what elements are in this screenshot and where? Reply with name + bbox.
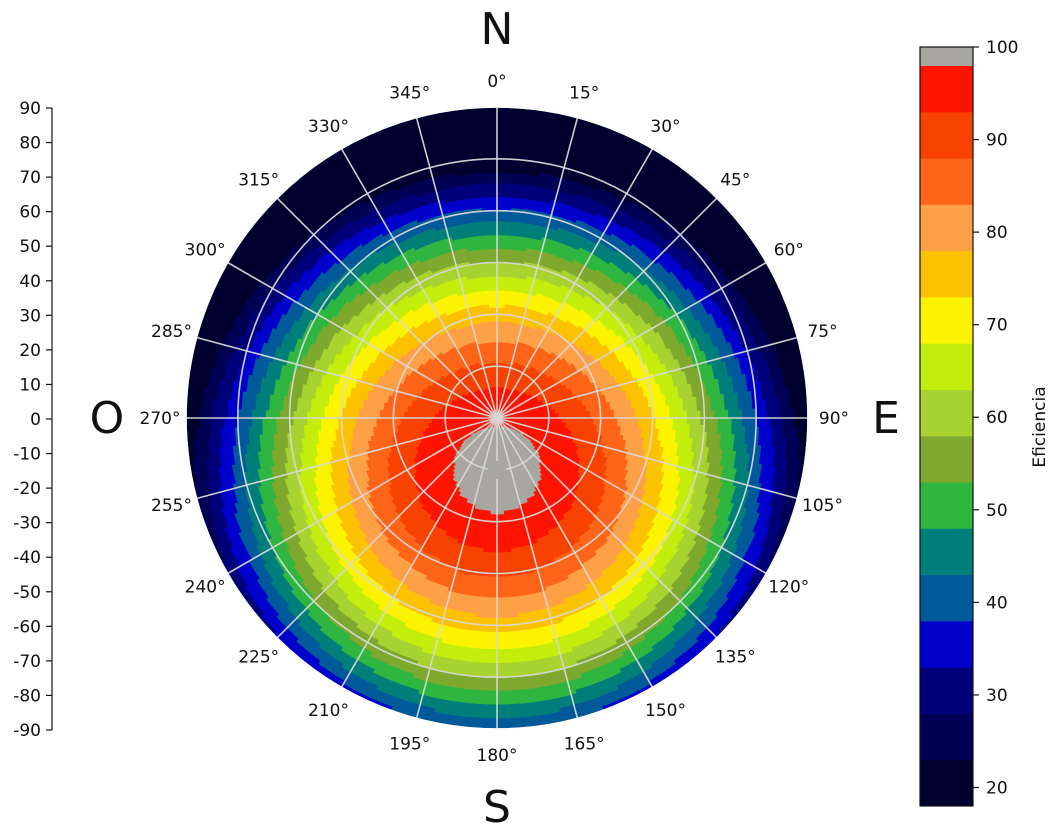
heatmap-cell <box>490 324 495 329</box>
heatmap-cell <box>499 320 505 326</box>
heatmap-cell <box>410 420 415 425</box>
heatmap-cell <box>399 420 405 426</box>
heatmap-cell <box>403 411 408 416</box>
heatmap-cell <box>491 338 495 343</box>
heatmap-cell <box>403 420 408 425</box>
heatmap-cell <box>417 420 422 424</box>
heatmap-cell <box>586 420 591 425</box>
heatmap-cell <box>572 412 577 416</box>
heatmap-cell <box>586 407 591 413</box>
heatmap-cell <box>403 423 408 429</box>
heatmap-cell <box>499 510 505 516</box>
heatmap-cell <box>499 324 504 329</box>
heatmap-cell <box>499 493 503 498</box>
heatmap-cell <box>586 411 591 416</box>
heatmap-cell <box>420 420 425 424</box>
heatmap-cell <box>490 331 495 336</box>
heatmap-cell <box>491 341 495 346</box>
heatmap-cell <box>589 407 594 412</box>
heatmap-cell <box>582 411 588 416</box>
heatmap-cell <box>582 408 587 413</box>
heatmap-cell <box>502 503 507 508</box>
heatmap-cell <box>490 327 495 333</box>
heatmap-cell <box>589 420 595 426</box>
heatmap-cell <box>399 410 405 416</box>
heatmap-cell <box>499 500 504 505</box>
heatmap-cell <box>406 420 412 425</box>
heatmap-cell <box>486 324 492 329</box>
heatmap-cell <box>499 503 504 509</box>
heatmap-cell <box>487 328 492 333</box>
heatmap-cell <box>499 507 504 512</box>
heatmap-cell <box>490 334 495 340</box>
heatmap-cell <box>499 490 503 495</box>
heatmap-cell <box>502 507 508 512</box>
heatmap-cell <box>400 424 405 429</box>
heatmap-cell <box>589 410 595 416</box>
heatmap-cell <box>579 411 584 416</box>
efficiency-heatmap <box>186 107 808 729</box>
heatmap-cell <box>413 420 419 425</box>
heatmap-cell <box>490 507 495 512</box>
heatmap-cell <box>489 510 495 516</box>
heatmap-cell <box>407 423 412 428</box>
heatmap-cell <box>499 496 504 502</box>
heatmap-cell <box>569 412 574 416</box>
heatmap-cell <box>503 510 508 515</box>
heatmap-cell <box>575 411 581 416</box>
